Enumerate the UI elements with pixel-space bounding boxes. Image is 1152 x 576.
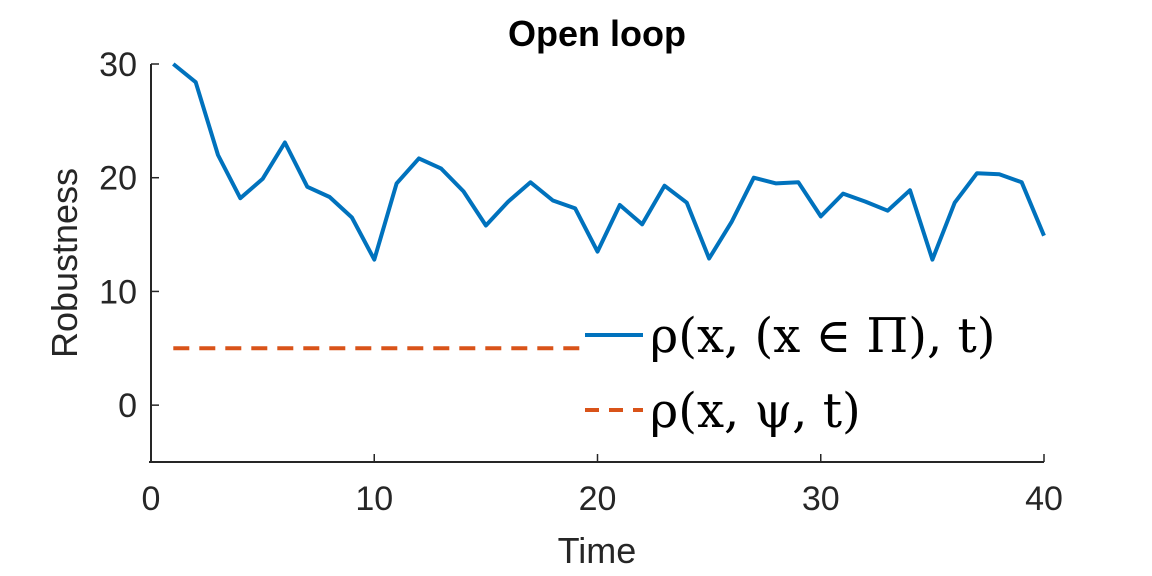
y-tick-label: 20 (99, 160, 137, 198)
series-layer (172, 62, 1046, 351)
series-line-1 (172, 62, 1046, 262)
y-tick-label: 10 (99, 273, 137, 311)
y-tick-label: 30 (99, 46, 137, 84)
x-tick-label: 30 (802, 480, 840, 518)
y-axis-label: Robustness (44, 168, 85, 358)
x-axis-label: Time (558, 530, 637, 571)
x-tick-label: 20 (579, 480, 617, 518)
legend-label-1: ρ(x, (x ∈ Π), t) (650, 308, 996, 364)
axes (149, 64, 1044, 463)
chart-title: Open loop (508, 13, 686, 54)
x-tick-label: 0 (142, 480, 161, 518)
legend: ρ(x, (x ∈ Π), t) ρ(x, ψ, t) (585, 308, 996, 439)
ticks: 0 10 20 30 40 0 10 20 30 (99, 46, 1063, 518)
y-tick-label: 0 (118, 387, 137, 425)
x-tick-label: 10 (355, 480, 393, 518)
x-tick-label: 40 (1025, 480, 1063, 518)
legend-label-2: ρ(x, ψ, t) (650, 383, 861, 439)
